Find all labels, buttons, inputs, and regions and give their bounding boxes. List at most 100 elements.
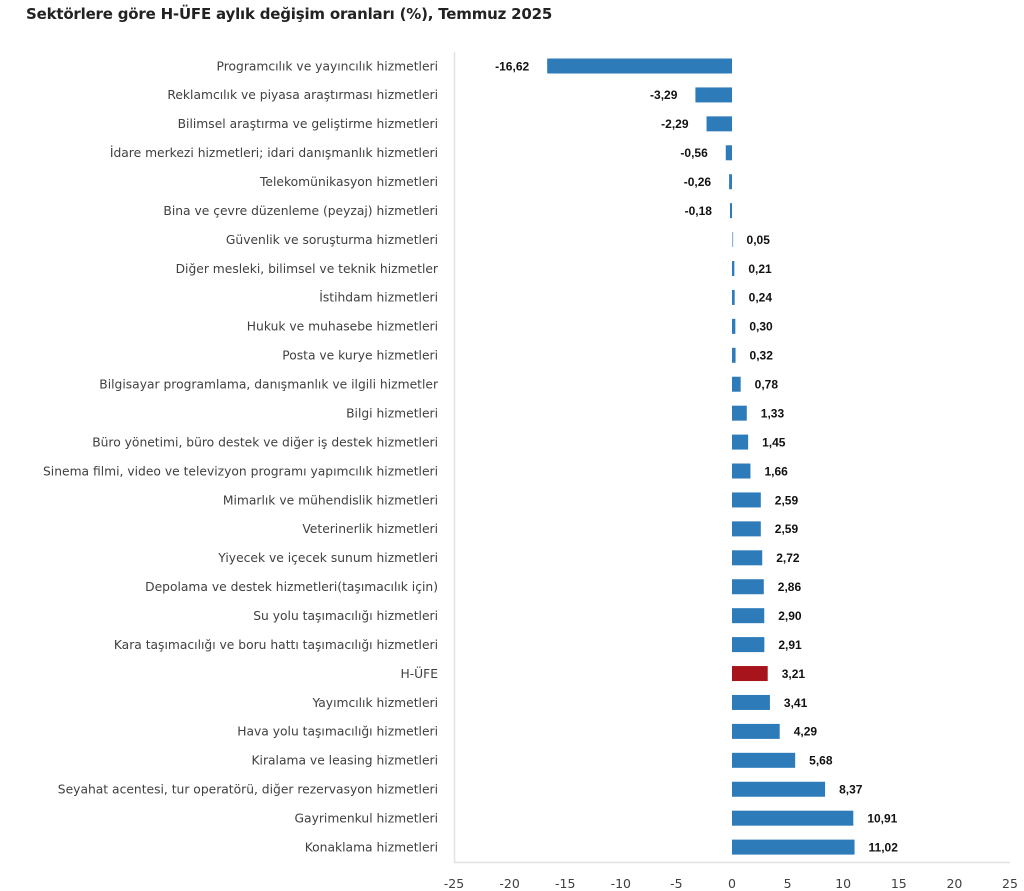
bar — [732, 376, 741, 392]
value-label: 2,91 — [778, 638, 802, 652]
x-tick-label: -25 — [444, 876, 464, 891]
value-label: 2,59 — [775, 522, 799, 536]
bar — [732, 839, 855, 855]
category-label: Kiralama ve leasing hizmetleri — [251, 754, 438, 768]
x-tick-label: 15 — [891, 876, 907, 891]
category-label: Hukuk ve muhasebe hizmetleri — [247, 320, 438, 334]
category-label: Güvenlik ve soruşturma hizmetleri — [226, 233, 438, 247]
category-label: Telekomünikasyon hizmetleri — [259, 175, 438, 189]
bar — [732, 608, 765, 624]
value-label: 5,68 — [809, 754, 833, 768]
value-label: 0,78 — [755, 378, 779, 392]
category-label: Bilgisayar programlama, danışmanlık ve i… — [99, 378, 439, 392]
value-label: -3,29 — [650, 88, 678, 102]
bar — [732, 723, 780, 739]
category-label: Bilimsel araştırma ve geliştirme hizmetl… — [178, 117, 438, 131]
bar — [706, 116, 732, 132]
x-tick-label: -20 — [499, 876, 519, 891]
value-label: 1,45 — [762, 435, 786, 449]
x-tick-label: 5 — [784, 876, 792, 891]
category-label: Bilgi hizmetleri — [346, 406, 438, 420]
category-label: Yayımcılık hizmetleri — [311, 696, 438, 710]
category-label: Diğer mesleki, bilimsel ve teknik hizmet… — [176, 262, 439, 276]
bar — [729, 203, 732, 219]
x-tick-label: -10 — [611, 876, 631, 891]
category-label: Seyahat acentesi, tur operatörü, diğer r… — [58, 783, 438, 797]
value-label: 1,33 — [761, 406, 785, 420]
bar — [732, 347, 736, 363]
category-label: Mimarlık ve mühendislik hizmetleri — [223, 493, 438, 507]
category-label: İstihdam hizmetleri — [319, 290, 438, 305]
value-label: -0,56 — [680, 146, 708, 160]
x-tick-label: 20 — [946, 876, 962, 891]
category-label: Hava yolu taşımacılığı hizmetleri — [237, 725, 438, 739]
value-label: 2,90 — [778, 609, 802, 623]
bar — [732, 232, 734, 248]
bar — [732, 405, 747, 421]
chart-bars — [547, 58, 855, 855]
category-labels: Programcılık ve yayıncılık hizmetleri Rek… — [43, 59, 439, 854]
category-label: Büro yönetimi, büro destek ve diğer iş d… — [92, 435, 438, 449]
category-label: Sinema filmi, video ve televizyon progra… — [43, 464, 438, 478]
value-label: 0,32 — [750, 349, 774, 363]
category-label: Kara taşımacılığı ve boru hattı taşımacı… — [114, 638, 438, 652]
value-label: 2,72 — [776, 551, 800, 565]
value-label: -16,62 — [495, 59, 529, 73]
bar — [732, 434, 749, 450]
bar — [695, 87, 732, 103]
category-label: Bina ve çevre düzenleme (peyzaj) hizmetl… — [163, 204, 438, 218]
category-label: Su yolu taşımacılığı hizmetleri — [253, 609, 438, 623]
value-label: 2,86 — [778, 580, 802, 594]
category-label: Veterinerlik hizmetleri — [302, 522, 438, 536]
value-label: 2,59 — [775, 493, 799, 507]
bar — [732, 463, 751, 479]
x-tick-label: -15 — [555, 876, 575, 891]
bar — [732, 781, 826, 797]
bar — [732, 752, 796, 768]
value-label: -0,18 — [685, 204, 713, 218]
x-tick-label: 25 — [1002, 876, 1018, 891]
value-labels: -16,62 -3,29 -2,29 -0,56 -0,26 -0,18 0,05 0,21 0… — [495, 59, 898, 854]
category-label: Konaklama hizmetleri — [305, 840, 438, 854]
x-tick-label: -5 — [670, 876, 682, 891]
bar — [732, 318, 736, 334]
bar-highlight — [732, 666, 768, 682]
bar — [547, 58, 732, 74]
category-label: Gayrimenkul hizmetleri — [295, 811, 439, 825]
value-label: 0,30 — [749, 320, 773, 334]
x-tick-label: 10 — [835, 876, 851, 891]
category-label: İdare merkezi hizmetleri; idari danışman… — [110, 145, 438, 160]
bar — [732, 289, 735, 305]
bar — [732, 492, 761, 508]
value-label: 11,02 — [869, 840, 899, 854]
category-label: Yiyecek ve içecek sunum hizmetleri — [217, 551, 438, 565]
value-label: 1,66 — [764, 464, 788, 478]
value-label: 0,21 — [748, 262, 772, 276]
value-label: -0,26 — [684, 175, 712, 189]
category-label: H-ÜFE — [400, 665, 438, 681]
category-label: Depolama ve destek hizmetleri(taşımacılı… — [145, 580, 438, 594]
bar — [729, 174, 732, 190]
x-tick-label: 0 — [728, 876, 736, 891]
bar — [732, 550, 763, 566]
value-label: 3,21 — [782, 667, 806, 681]
value-label: 0,24 — [749, 291, 773, 305]
value-label: 3,41 — [784, 696, 808, 710]
bar — [732, 579, 764, 595]
bar — [732, 521, 761, 537]
value-label: 0,05 — [747, 233, 771, 247]
bar — [732, 261, 735, 277]
category-label: Posta ve kurye hizmetleri — [282, 349, 438, 363]
category-label: Reklamcılık ve piyasa araştırması hizmet… — [167, 88, 438, 102]
bar — [732, 810, 854, 826]
value-label: 8,37 — [839, 783, 863, 797]
value-label: -2,29 — [661, 117, 689, 131]
value-label: 10,91 — [867, 811, 897, 825]
chart-title: Sektörlere göre H-ÜFE aylık değişim oran… — [26, 5, 553, 23]
bar — [732, 637, 765, 653]
bar — [725, 145, 732, 161]
category-label: Programcılık ve yayıncılık hizmetleri — [217, 59, 439, 73]
x-axis-ticks: -25 -20 -15 -10 -5 0 5 10 15 20 25 — [444, 876, 1018, 891]
chart-axes — [453, 52, 1010, 864]
